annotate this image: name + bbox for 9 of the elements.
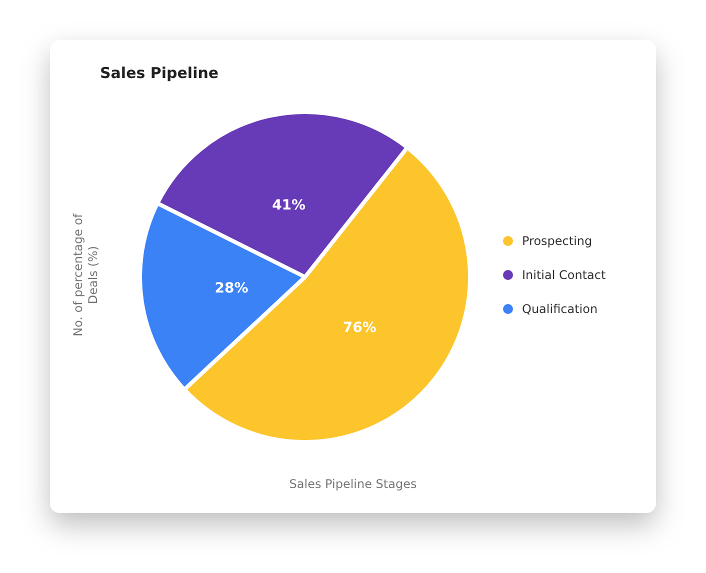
legend-label: Initial Contact <box>522 268 606 282</box>
chart-title: Sales Pipeline <box>100 64 219 82</box>
text: Sales Pipeline Stages <box>289 477 417 491</box>
legend-label: Qualification <box>522 302 598 316</box>
text: No. of percentage of Deals (%) <box>71 212 100 336</box>
data-label: 41% <box>272 197 306 214</box>
legend-label: Prospecting <box>522 234 592 248</box>
data-label: 28% <box>214 280 248 297</box>
data-label: 76% <box>342 320 376 336</box>
